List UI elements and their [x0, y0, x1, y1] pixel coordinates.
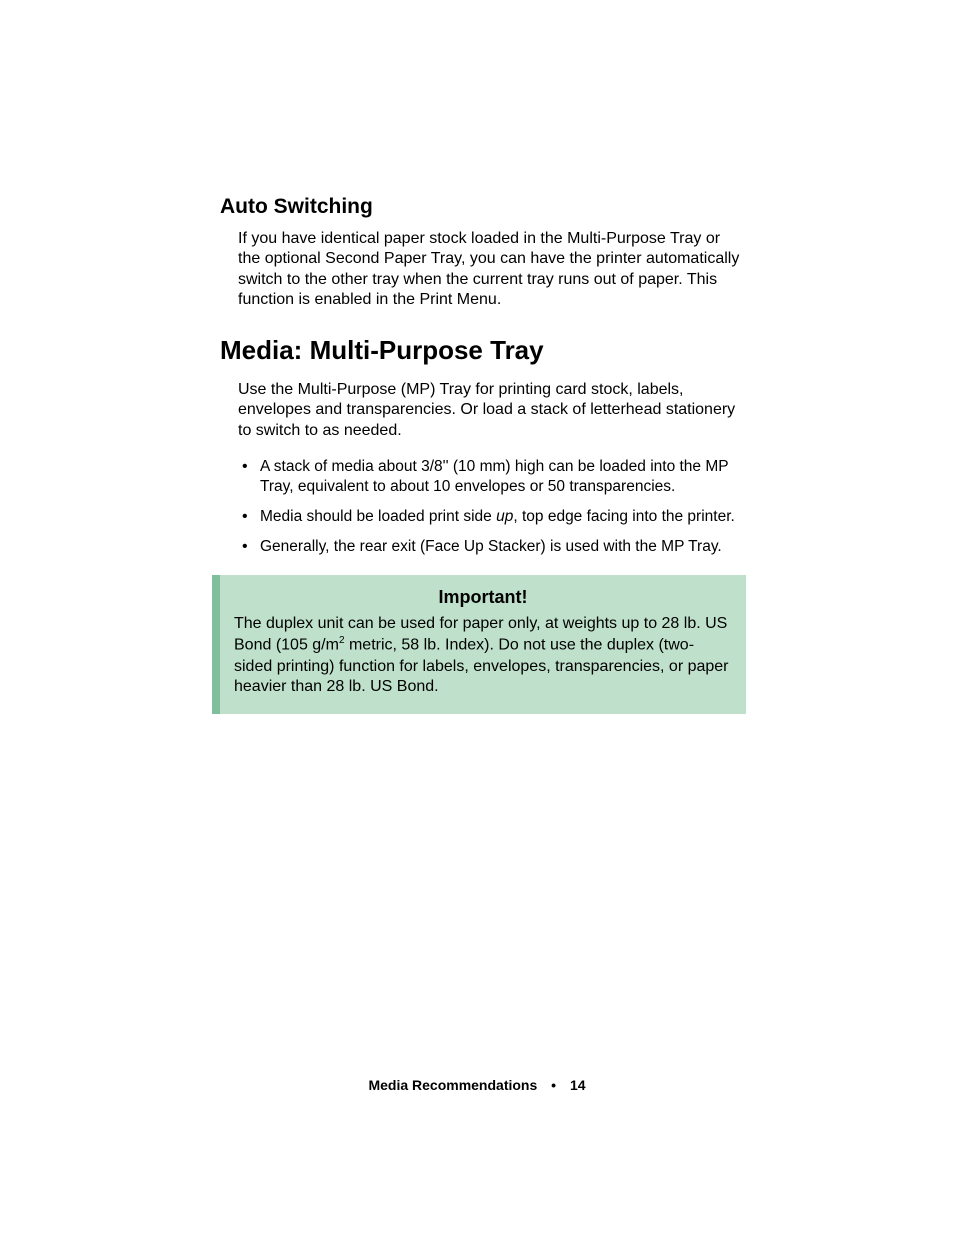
callout-title: Important! — [234, 587, 732, 608]
bullet-text-post: , top edge facing into the printer. — [513, 508, 734, 525]
bullet-text: A stack of media about 3/8'' (10 mm) hig… — [260, 458, 728, 495]
list-item: A stack of media about 3/8'' (10 mm) hig… — [240, 457, 740, 497]
list-item: Media should be loaded print side up, to… — [240, 507, 740, 527]
section-title-media-mp-tray: Media: Multi-Purpose Tray — [220, 335, 740, 366]
page-content: Auto Switching If you have identical pap… — [220, 195, 740, 714]
auto-switching-body: If you have identical paper stock loaded… — [238, 229, 740, 311]
list-item: Generally, the rear exit (Face Up Stacke… — [240, 537, 740, 557]
callout-container: Important! The duplex unit can be used f… — [212, 575, 746, 715]
footer-page-number: 14 — [570, 1077, 586, 1093]
subsection-heading-auto-switching: Auto Switching — [220, 195, 740, 219]
important-callout: Important! The duplex unit can be used f… — [212, 575, 746, 715]
footer-separator: • — [551, 1077, 556, 1093]
bullet-text-emphasis: up — [496, 508, 513, 525]
bullet-text: Generally, the rear exit (Face Up Stacke… — [260, 538, 722, 555]
mp-tray-intro: Use the Multi-Purpose (MP) Tray for prin… — [238, 380, 740, 441]
callout-body: The duplex unit can be used for paper on… — [234, 614, 732, 699]
footer-section-name: Media Recommendations — [368, 1077, 537, 1093]
mp-tray-bullet-list: A stack of media about 3/8'' (10 mm) hig… — [240, 457, 740, 556]
page-footer: Media Recommendations • 14 — [0, 1077, 954, 1093]
bullet-text-pre: Media should be loaded print side — [260, 508, 496, 525]
document-page: Auto Switching If you have identical pap… — [0, 0, 954, 1235]
